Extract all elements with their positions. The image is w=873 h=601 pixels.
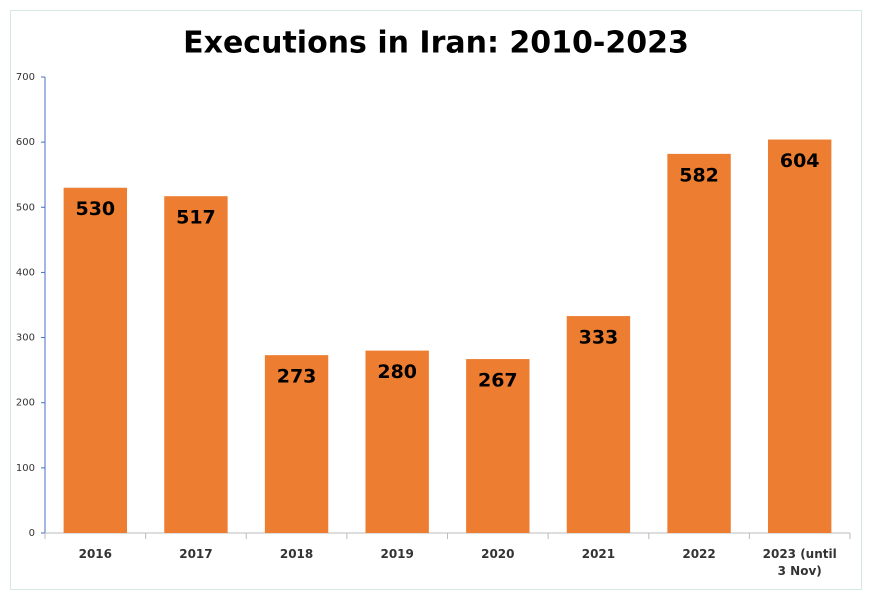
data-label: 582 [679, 164, 719, 186]
bar [667, 153, 731, 533]
y-tick-label: 300 [16, 333, 35, 344]
bar [767, 139, 832, 533]
y-tick-label: 100 [16, 463, 35, 474]
y-tick-label: 500 [16, 202, 35, 213]
y-tick-label: 0 [29, 528, 35, 539]
y-tick-label: 600 [16, 137, 35, 148]
data-label: 280 [377, 361, 417, 383]
y-tick-label: 700 [16, 72, 35, 83]
bar [365, 350, 429, 533]
bar [264, 355, 329, 533]
y-tick-label: 400 [16, 267, 35, 278]
data-label: 267 [478, 370, 518, 392]
x-tick-label: 2022 [682, 547, 716, 561]
x-tick-label: 2017 [179, 547, 213, 561]
bar [466, 359, 530, 533]
data-label: 530 [75, 198, 115, 220]
x-tick-label: 2019 [380, 547, 414, 561]
data-label: 333 [579, 327, 619, 349]
y-tick-label: 200 [16, 398, 35, 409]
data-label: 604 [780, 150, 820, 172]
chart-title: Executions in Iran: 2010-2023 [183, 26, 689, 61]
x-tick-label: 2016 [78, 547, 113, 561]
x-tick-label: 2018 [279, 547, 314, 561]
data-label: 273 [277, 366, 317, 388]
x-tick-label: 2023 (until 3 Nov) [762, 547, 837, 578]
bar [164, 196, 228, 533]
bar [63, 187, 128, 533]
x-tick-label: 2021 [581, 547, 616, 561]
chart-frame [10, 10, 862, 590]
data-label: 517 [176, 207, 216, 229]
x-tick-label: 2020 [481, 547, 515, 561]
bar [566, 316, 631, 533]
